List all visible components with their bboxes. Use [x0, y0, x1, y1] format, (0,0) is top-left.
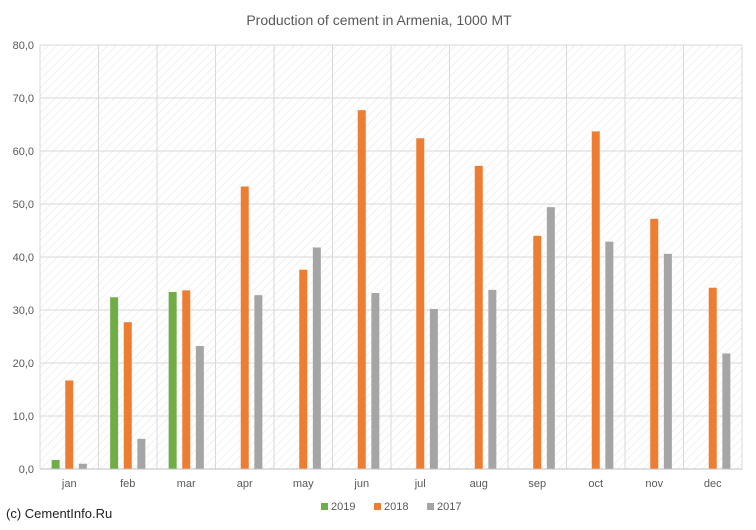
x-tick-label: jan: [61, 478, 77, 490]
x-tick-label: apr: [237, 478, 253, 490]
bar: [605, 241, 614, 469]
bar: [182, 290, 191, 469]
bar: [722, 353, 731, 469]
x-tick-label: dec: [704, 478, 722, 490]
x-tick-label: may: [293, 478, 314, 490]
bar: [708, 287, 717, 469]
bar: [591, 131, 600, 469]
bar: [416, 138, 425, 469]
chart-title: Production of cement in Armenia, 1000 MT: [246, 12, 512, 28]
x-tick-label: oct: [588, 478, 603, 490]
bar: [533, 235, 542, 469]
legend: 2019 2018 2017: [321, 501, 461, 513]
legend-label: 2018: [384, 501, 408, 513]
x-tick-label: nov: [645, 478, 663, 490]
bar: [429, 308, 438, 469]
axes: 0,0 10,0 20,0 30,0 40,0 50,0 60,0 70,0 80,0 jan fe…: [13, 40, 742, 490]
x-tick-label: feb: [120, 478, 135, 490]
y-tick-label: 10,0: [13, 411, 34, 423]
y-tick-label: 50,0: [13, 199, 34, 211]
legend-label: 2017: [437, 501, 461, 513]
legend-label: 2019: [331, 501, 355, 513]
bar: [312, 247, 321, 469]
gridlines: [39, 44, 743, 470]
bar: [488, 289, 497, 469]
bar: [254, 295, 263, 469]
x-tick-label: mar: [177, 478, 196, 490]
copyright-footer: (c) CementInfo.Ru: [6, 506, 113, 521]
bar: [650, 218, 659, 469]
legend-swatch: [427, 503, 434, 510]
bar: [474, 165, 483, 469]
x-tick-label: jun: [353, 478, 369, 490]
legend-swatch: [374, 503, 381, 510]
bar: [546, 207, 555, 469]
legend-swatch: [321, 503, 328, 510]
bar: [110, 297, 119, 469]
bar: [137, 438, 146, 469]
x-tick-label: sep: [528, 478, 546, 490]
x-tick-label: jul: [414, 478, 426, 490]
bar: [123, 322, 132, 469]
y-tick-label: 60,0: [13, 146, 34, 158]
bar: [299, 269, 308, 469]
y-tick-label: 20,0: [13, 358, 34, 370]
y-tick-label: 30,0: [13, 305, 34, 317]
y-tick-label: 40,0: [13, 252, 34, 264]
bar: [195, 346, 204, 469]
bar: [357, 110, 366, 469]
bars: [51, 110, 731, 469]
y-tick-label: 0,0: [19, 464, 34, 476]
bar: [240, 186, 249, 469]
bar: [78, 463, 87, 469]
bar: [168, 291, 177, 469]
y-tick-label: 70,0: [13, 93, 34, 105]
bar: [51, 459, 60, 469]
bar: [663, 253, 672, 469]
y-tick-label: 80,0: [13, 40, 34, 52]
bar: [371, 293, 380, 469]
x-tick-label: aug: [470, 478, 488, 490]
bar: [65, 380, 74, 469]
